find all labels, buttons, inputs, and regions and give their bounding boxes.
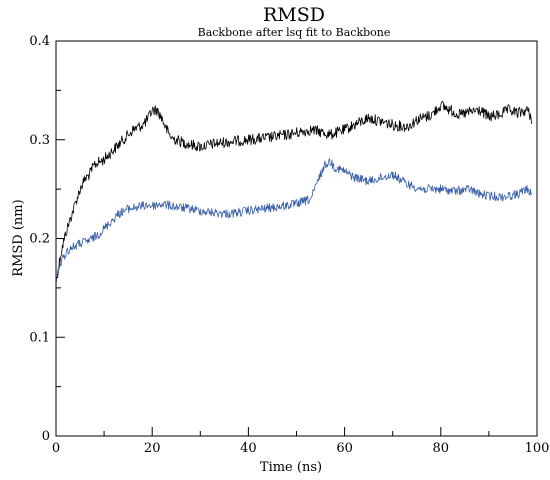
x-tick-label: 100: [525, 441, 550, 456]
series-group: [55, 100, 533, 285]
y-tick-label: 0.3: [29, 133, 50, 148]
series-line-0: [55, 100, 533, 285]
plot-frame: [55, 40, 538, 437]
chart-subtitle: Backbone after lsq fit to Backbone: [198, 26, 391, 39]
x-axis-label: Time (ns): [260, 460, 322, 475]
x-tick-label: 0: [52, 441, 60, 456]
y-tick-label: 0.1: [29, 330, 50, 345]
series-line-1: [55, 158, 532, 278]
axis-ticks: [55, 40, 538, 437]
x-tick-label: 60: [336, 441, 353, 456]
y-tick-label: 0.2: [29, 232, 50, 247]
y-tick-label: 0.4: [29, 34, 50, 49]
x-tick-label: 80: [433, 441, 450, 456]
chart-title: RMSD: [263, 4, 325, 26]
y-axis-label: RMSD (nm): [11, 199, 26, 276]
x-tick-label: 40: [240, 441, 257, 456]
x-tick-label: 20: [144, 441, 161, 456]
tick-labels: 0 20 40 60 80 100 0 0.1 0.2 0.3 0.4: [29, 34, 549, 456]
y-tick-label: 0: [42, 429, 50, 444]
